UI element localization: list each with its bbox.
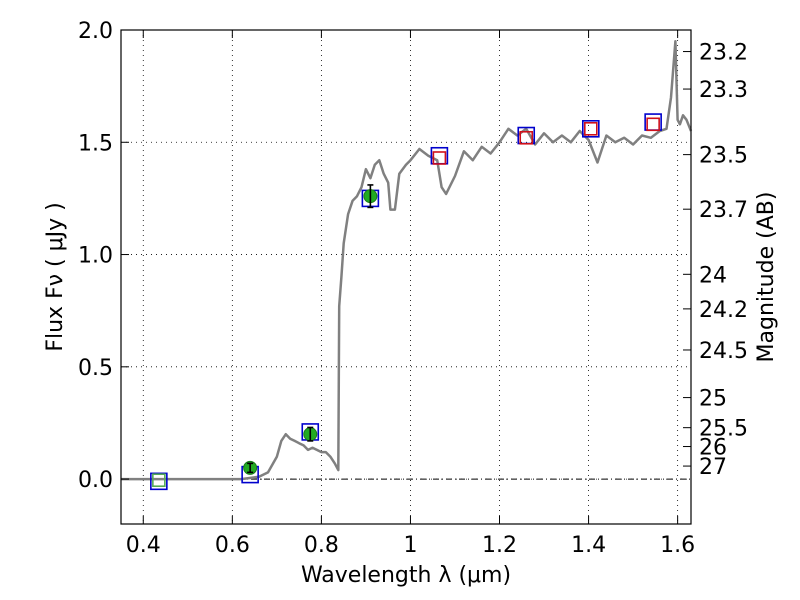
right-tick-label: 23.2	[699, 41, 748, 66]
y-tick-label: 0.0	[78, 468, 113, 493]
model-spectrum-line	[121, 39, 693, 481]
right-tick-label: 27	[699, 455, 727, 480]
x-tick-label: 1.2	[482, 533, 517, 558]
plot-area	[121, 39, 693, 491]
photometry-square-marker	[152, 473, 166, 488]
right-tick-label: 23.7	[699, 198, 748, 223]
x-axis-label: Wavelength λ (μm)	[301, 563, 511, 588]
y-tick-label: 0.5	[78, 356, 113, 381]
x-axis-ticks: 0.4 0.6 0.8 1 1.2 1.4 1.6	[126, 30, 695, 558]
y-axis-label: Flux Fν ( μJy )	[43, 202, 68, 351]
right-tick-label: 25	[699, 387, 727, 412]
photometry-square-marker	[582, 120, 600, 138]
right-tick-label: 23.5	[699, 144, 748, 169]
x-tick-label: 1.4	[571, 533, 606, 558]
right-axis-label: Magnitude (AB)	[754, 192, 779, 363]
x-tick-label: 0.6	[215, 533, 250, 558]
photometry-square-marker	[519, 130, 534, 145]
right-tick-label: 24	[699, 263, 727, 288]
photometry-square-marker	[584, 122, 598, 136]
x-tick-label: 1.6	[660, 533, 695, 558]
right-tick-label: 23.3	[699, 78, 748, 103]
y-tick-label: 2.0	[78, 19, 113, 44]
photometry-square-marker	[150, 472, 168, 491]
x-tick-label: 0.8	[304, 533, 339, 558]
y-tick-label: 1.5	[78, 131, 113, 156]
right-tick-label: 24.2	[699, 298, 748, 323]
right-tick-label: 26	[699, 436, 727, 461]
y-tick-label: 1.0	[78, 244, 113, 269]
plot-background	[121, 30, 691, 524]
photometry-square-marker	[432, 151, 447, 165]
photometry-square-marker	[646, 117, 660, 132]
right-tick-label: 24.5	[699, 339, 748, 364]
x-tick-label: 0.4	[126, 533, 161, 558]
plot-frame	[120, 29, 692, 525]
right-tick-label: 25.5	[699, 417, 748, 442]
y-axis-ticks: 0.0 0.5 1.0 1.5 2.0	[78, 19, 129, 493]
x-tick-label: 1	[403, 533, 417, 558]
